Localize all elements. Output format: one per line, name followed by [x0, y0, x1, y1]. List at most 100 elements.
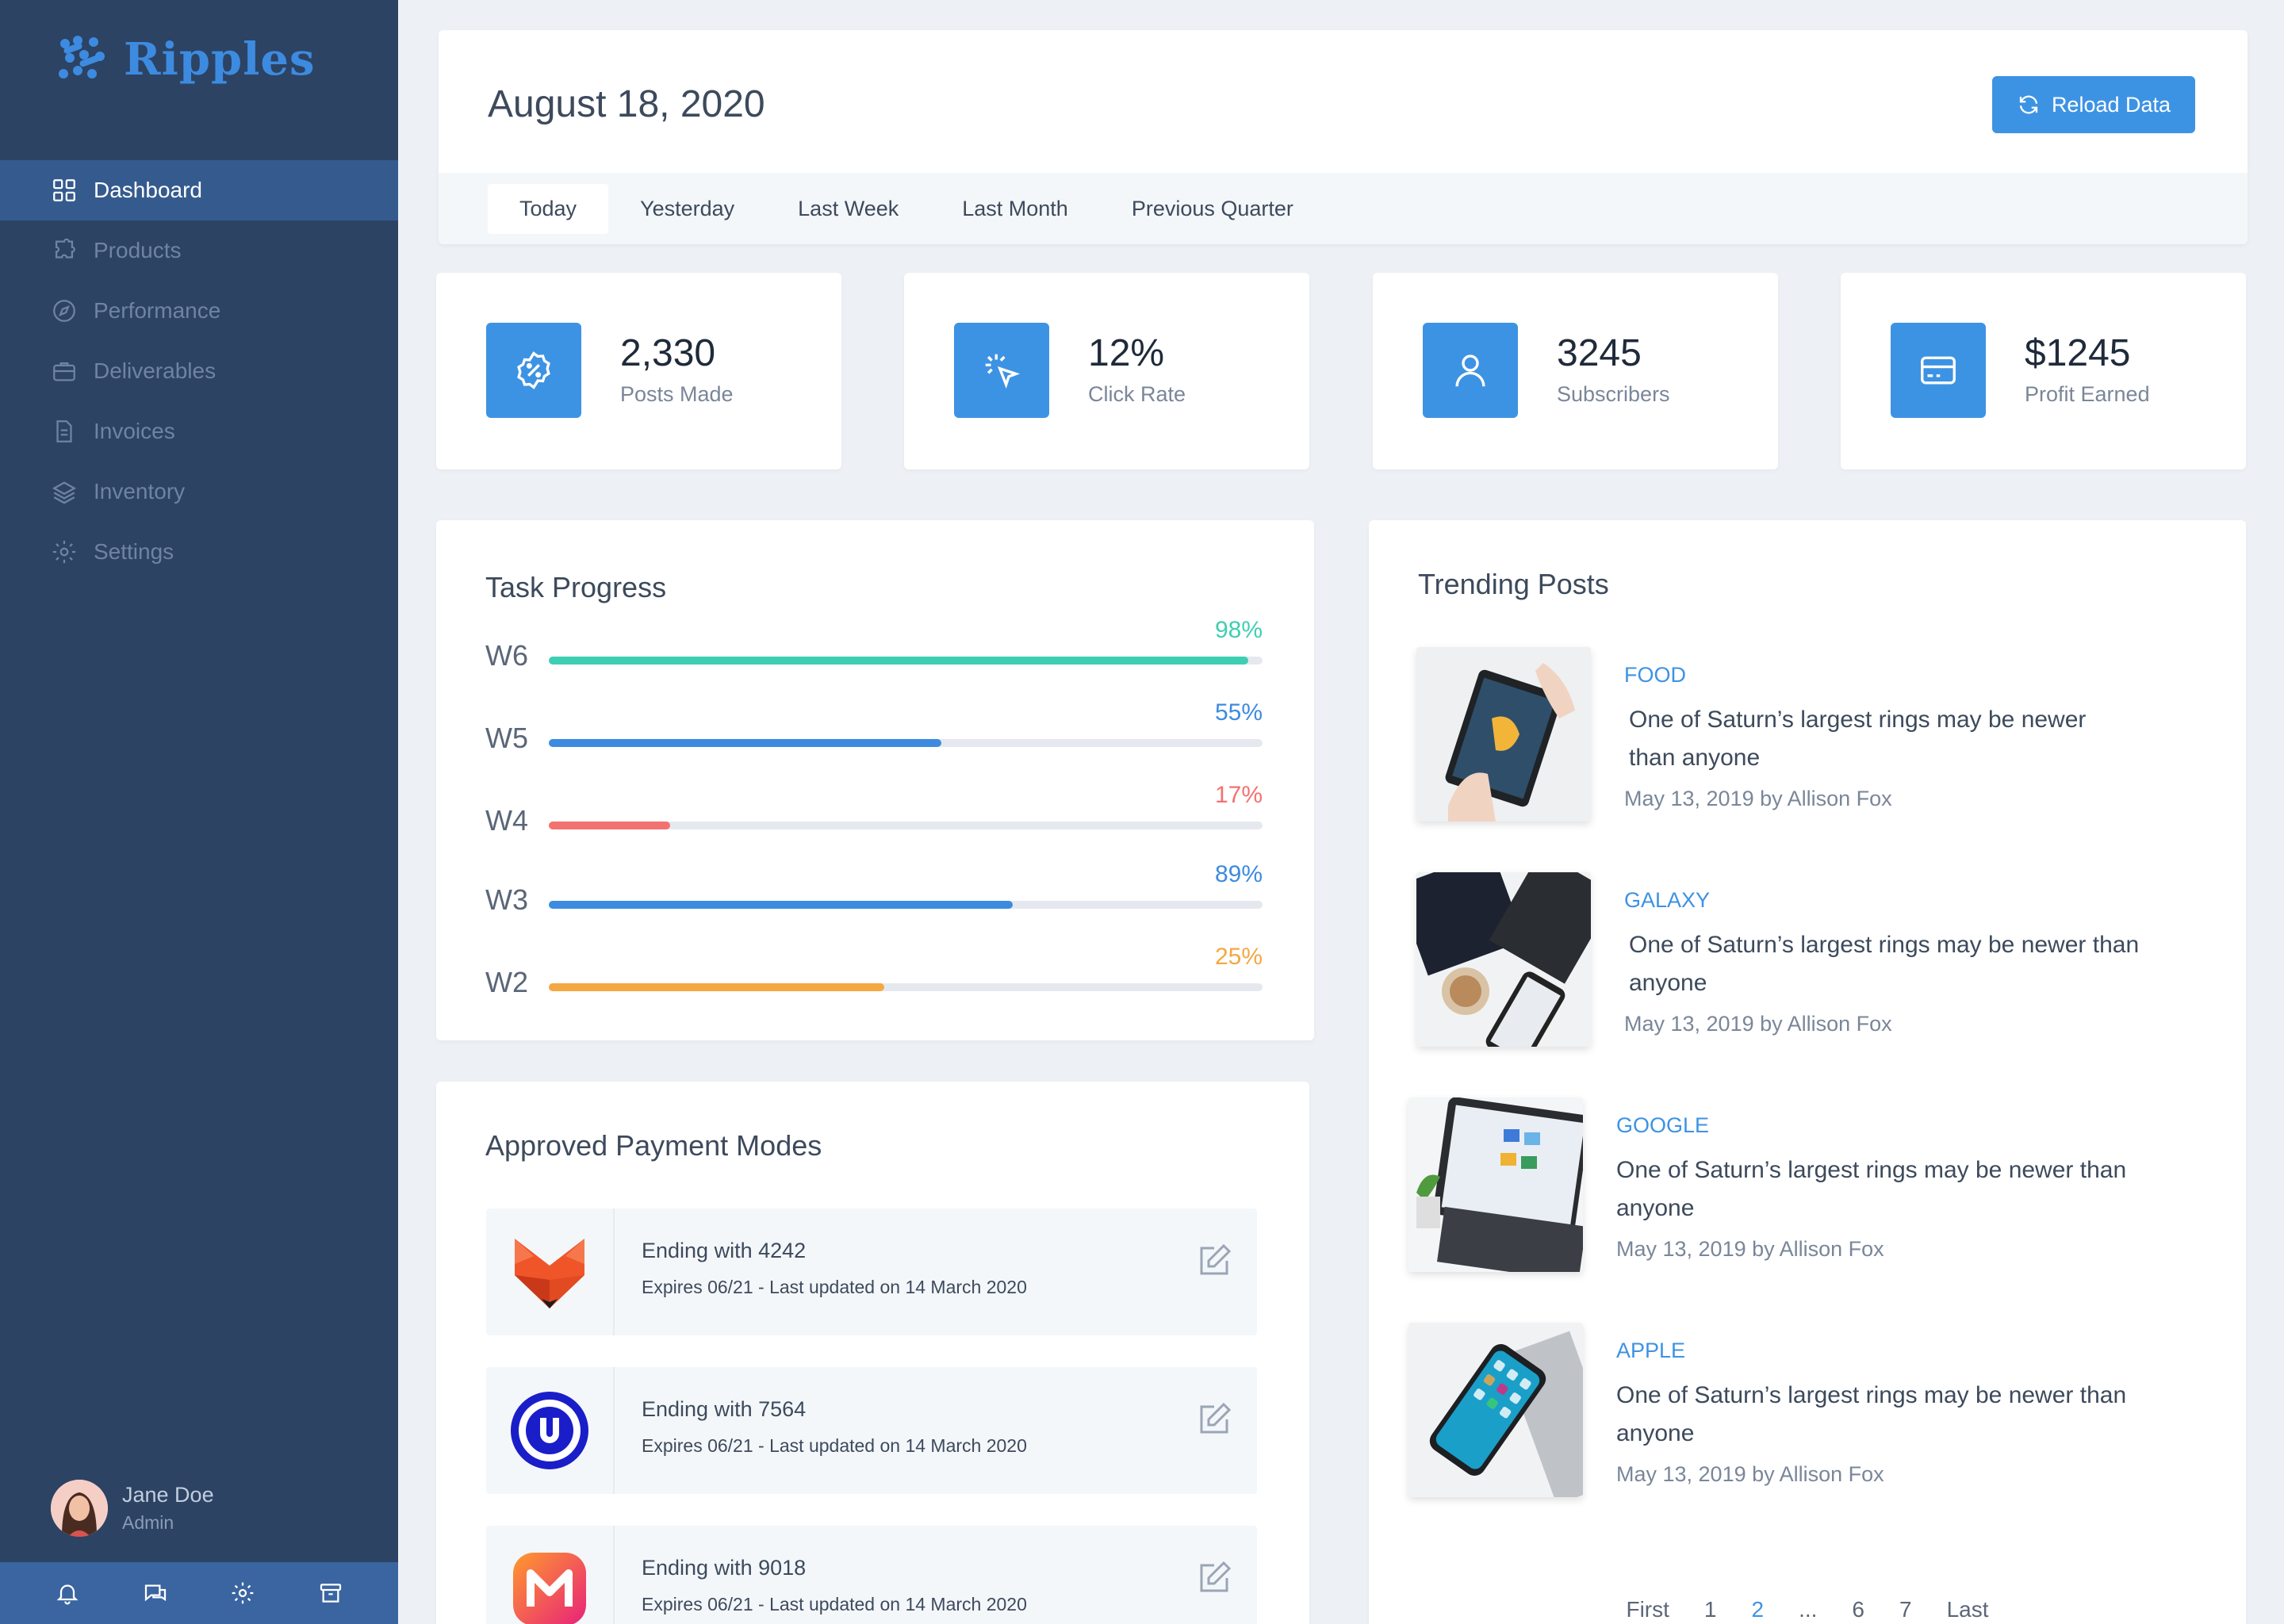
sidebar-bottom-bar [0, 1562, 398, 1624]
user-role: Admin [122, 1512, 174, 1533]
post-meta: May 13, 2019 by Allison Fox [1624, 1012, 1892, 1036]
progress-track [549, 822, 1263, 829]
post-meta: May 13, 2019 by Allison Fox [1616, 1237, 1884, 1261]
post-thumbnail [1408, 1323, 1583, 1497]
sidebar-item-products[interactable]: Products [0, 220, 398, 281]
post-category[interactable]: APPLE [1616, 1339, 1686, 1362]
user-profile[interactable]: Jane Doe Admin [51, 1480, 214, 1537]
sidebar: Ripples Dashboard Products Performance D… [0, 0, 398, 1624]
user-icon [1423, 323, 1518, 418]
fox-logo-icon [486, 1208, 615, 1335]
stat-card-click-rate: 12% Click Rate [904, 273, 1309, 469]
sidebar-nav: Dashboard Products Performance Deliverab… [0, 160, 398, 582]
post-category[interactable]: GALAXY [1624, 888, 1711, 912]
m-logo-icon [486, 1526, 615, 1624]
gear-icon [51, 538, 78, 565]
briefcase-icon [51, 358, 78, 385]
stat-value: 2,330 [620, 332, 716, 374]
progress-track [549, 739, 1263, 747]
layers-icon [51, 478, 78, 505]
sidebar-item-dashboard[interactable]: Dashboard [0, 160, 398, 220]
progress-percent: 25% [1214, 944, 1263, 970]
payment-row[interactable]: Ending with 4242 Expires 06/21 - Last up… [486, 1208, 1257, 1335]
progress-fill [549, 983, 884, 991]
post-title[interactable]: One of Saturn’s largest rings may be new… [1629, 932, 2140, 996]
archive-icon[interactable] [315, 1577, 347, 1609]
post-title[interactable]: One of Saturn’s largest rings may be new… [1616, 1382, 2127, 1446]
page-2-current[interactable]: 2 [1751, 1597, 1765, 1622]
sidebar-item-deliverables[interactable]: Deliverables [0, 341, 398, 401]
payment-modes-title: Approved Payment Modes [485, 1129, 822, 1162]
sidebar-item-performance[interactable]: Performance [0, 281, 398, 341]
avatar [51, 1480, 108, 1537]
page-1[interactable]: 1 [1703, 1597, 1717, 1622]
pagination: First 1 2 ... 6 7 Last [1369, 1597, 2246, 1622]
tab-last-week[interactable]: Last Week [798, 196, 899, 220]
post-thumbnail [1416, 872, 1591, 1047]
progress-fill [549, 739, 941, 747]
tab-last-month[interactable]: Last Month [962, 196, 1068, 220]
date-range-tabs: Today Yesterday Last Week Last Month Pre… [439, 173, 2248, 244]
post-category[interactable]: GOOGLE [1616, 1113, 1710, 1137]
page-ellipsis: ... [1799, 1597, 1818, 1622]
credit-card-icon [1891, 323, 1986, 418]
progress-fill [549, 657, 1248, 665]
reload-data-label: Reload Data [2051, 92, 2171, 117]
post-item[interactable]: GOOGLE One of Saturn’s largest rings may… [1408, 1097, 2202, 1280]
gear-icon[interactable] [227, 1577, 259, 1609]
stat-label: Profit Earned [2025, 382, 2150, 406]
sidebar-item-label: Products [94, 238, 182, 262]
progress-track [549, 983, 1263, 991]
sidebar-item-label: Dashboard [94, 178, 202, 202]
sidebar-item-label: Performance [94, 298, 221, 323]
progress-label: W5 [485, 722, 528, 754]
progress-percent: 89% [1214, 861, 1263, 887]
refresh-icon [2019, 95, 2038, 114]
reload-data-button[interactable]: Reload Data [1992, 76, 2195, 133]
stat-label: Posts Made [620, 382, 734, 406]
cursor-click-icon [954, 323, 1049, 418]
sidebar-item-label: Settings [94, 539, 174, 564]
payment-card-ending: Ending with 9018 [642, 1556, 807, 1580]
progress-fill [549, 901, 1013, 909]
progress-row: W2 25% [485, 944, 1263, 1007]
app-logo[interactable]: Ripples [57, 33, 316, 86]
post-item[interactable]: APPLE One of Saturn’s largest rings may … [1408, 1323, 2202, 1505]
page-7[interactable]: 7 [1899, 1597, 1912, 1622]
post-item[interactable]: GALAXY One of Saturn’s largest rings may… [1416, 872, 2209, 1055]
task-progress-title: Task Progress [485, 571, 667, 603]
progress-percent: 17% [1214, 782, 1263, 808]
chat-icon[interactable] [140, 1577, 171, 1609]
post-item[interactable]: FOOD One of Saturn’s largest rings may b… [1416, 647, 2209, 829]
payment-row[interactable]: Ending with 9018 Expires 06/21 - Last up… [486, 1526, 1257, 1624]
payment-card-details: Expires 06/21 - Last updated on 14 March… [642, 1435, 1027, 1456]
progress-label: W3 [485, 883, 528, 916]
payment-row[interactable]: Ending with 7564 Expires 06/21 - Last up… [486, 1367, 1257, 1494]
page-title: August 18, 2020 [488, 83, 765, 125]
trending-posts-card: Trending Posts FOOD One of Saturn’s larg… [1369, 520, 2246, 1624]
bell-icon[interactable] [52, 1577, 83, 1609]
post-title[interactable]: One of Saturn’s largest rings may be new… [1616, 1157, 2127, 1221]
page-first[interactable]: First [1626, 1597, 1669, 1622]
progress-percent: 55% [1214, 699, 1263, 726]
sidebar-item-settings[interactable]: Settings [0, 522, 398, 582]
progress-label: W2 [485, 966, 528, 998]
post-title[interactable]: One of Saturn’s largest rings may be new… [1629, 707, 2087, 771]
tab-today[interactable]: Today [488, 183, 609, 234]
progress-fill [549, 822, 670, 829]
task-progress-card: Task Progress W6 98% W5 55% W4 17% W3 89… [436, 520, 1314, 1040]
stat-card-profit: $1245 Profit Earned [1841, 273, 2246, 469]
progress-track [549, 657, 1263, 665]
page-last[interactable]: Last [1946, 1597, 1989, 1622]
progress-row: W3 89% [485, 861, 1263, 925]
tab-yesterday[interactable]: Yesterday [640, 196, 735, 220]
edit-icon[interactable] [1195, 1400, 1233, 1438]
page-6[interactable]: 6 [1852, 1597, 1864, 1622]
sidebar-item-invoices[interactable]: Invoices [0, 401, 398, 462]
post-meta: May 13, 2019 by Allison Fox [1624, 787, 1892, 810]
edit-icon[interactable] [1195, 1559, 1233, 1597]
tab-previous-quarter[interactable]: Previous Quarter [1131, 196, 1293, 220]
sidebar-item-inventory[interactable]: Inventory [0, 462, 398, 522]
edit-icon[interactable] [1195, 1242, 1233, 1280]
post-category[interactable]: FOOD [1624, 663, 1686, 687]
